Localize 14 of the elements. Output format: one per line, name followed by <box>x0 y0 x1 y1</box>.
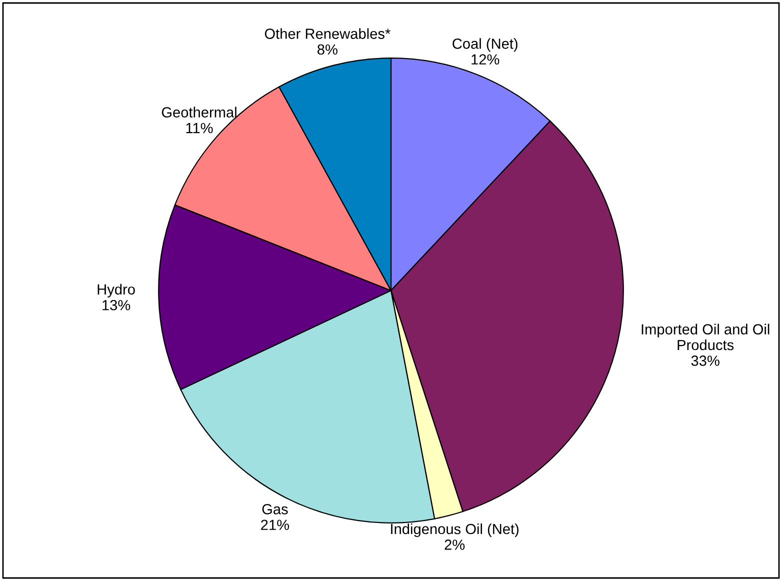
slice-label: Other Renewables* <box>264 28 390 39</box>
slice-label: Coal (Net) <box>452 38 518 52</box>
slice-label: Imported Oil and Oil Products <box>642 324 770 350</box>
data-label: 8% <box>318 44 338 55</box>
data-label: 2% <box>444 540 465 550</box>
data-label: 33% <box>691 356 720 366</box>
slice-label: Gas <box>262 504 288 514</box>
data-label: 12% <box>472 54 500 65</box>
slice-label: Indigenous Oil (Net) <box>391 523 519 538</box>
data-label: 13% <box>102 300 130 310</box>
slice-label: Geothermal <box>162 106 236 118</box>
slice-label: Hydro <box>98 284 135 298</box>
data-label: 11% <box>186 122 213 134</box>
data-label: 21% <box>261 520 290 530</box>
